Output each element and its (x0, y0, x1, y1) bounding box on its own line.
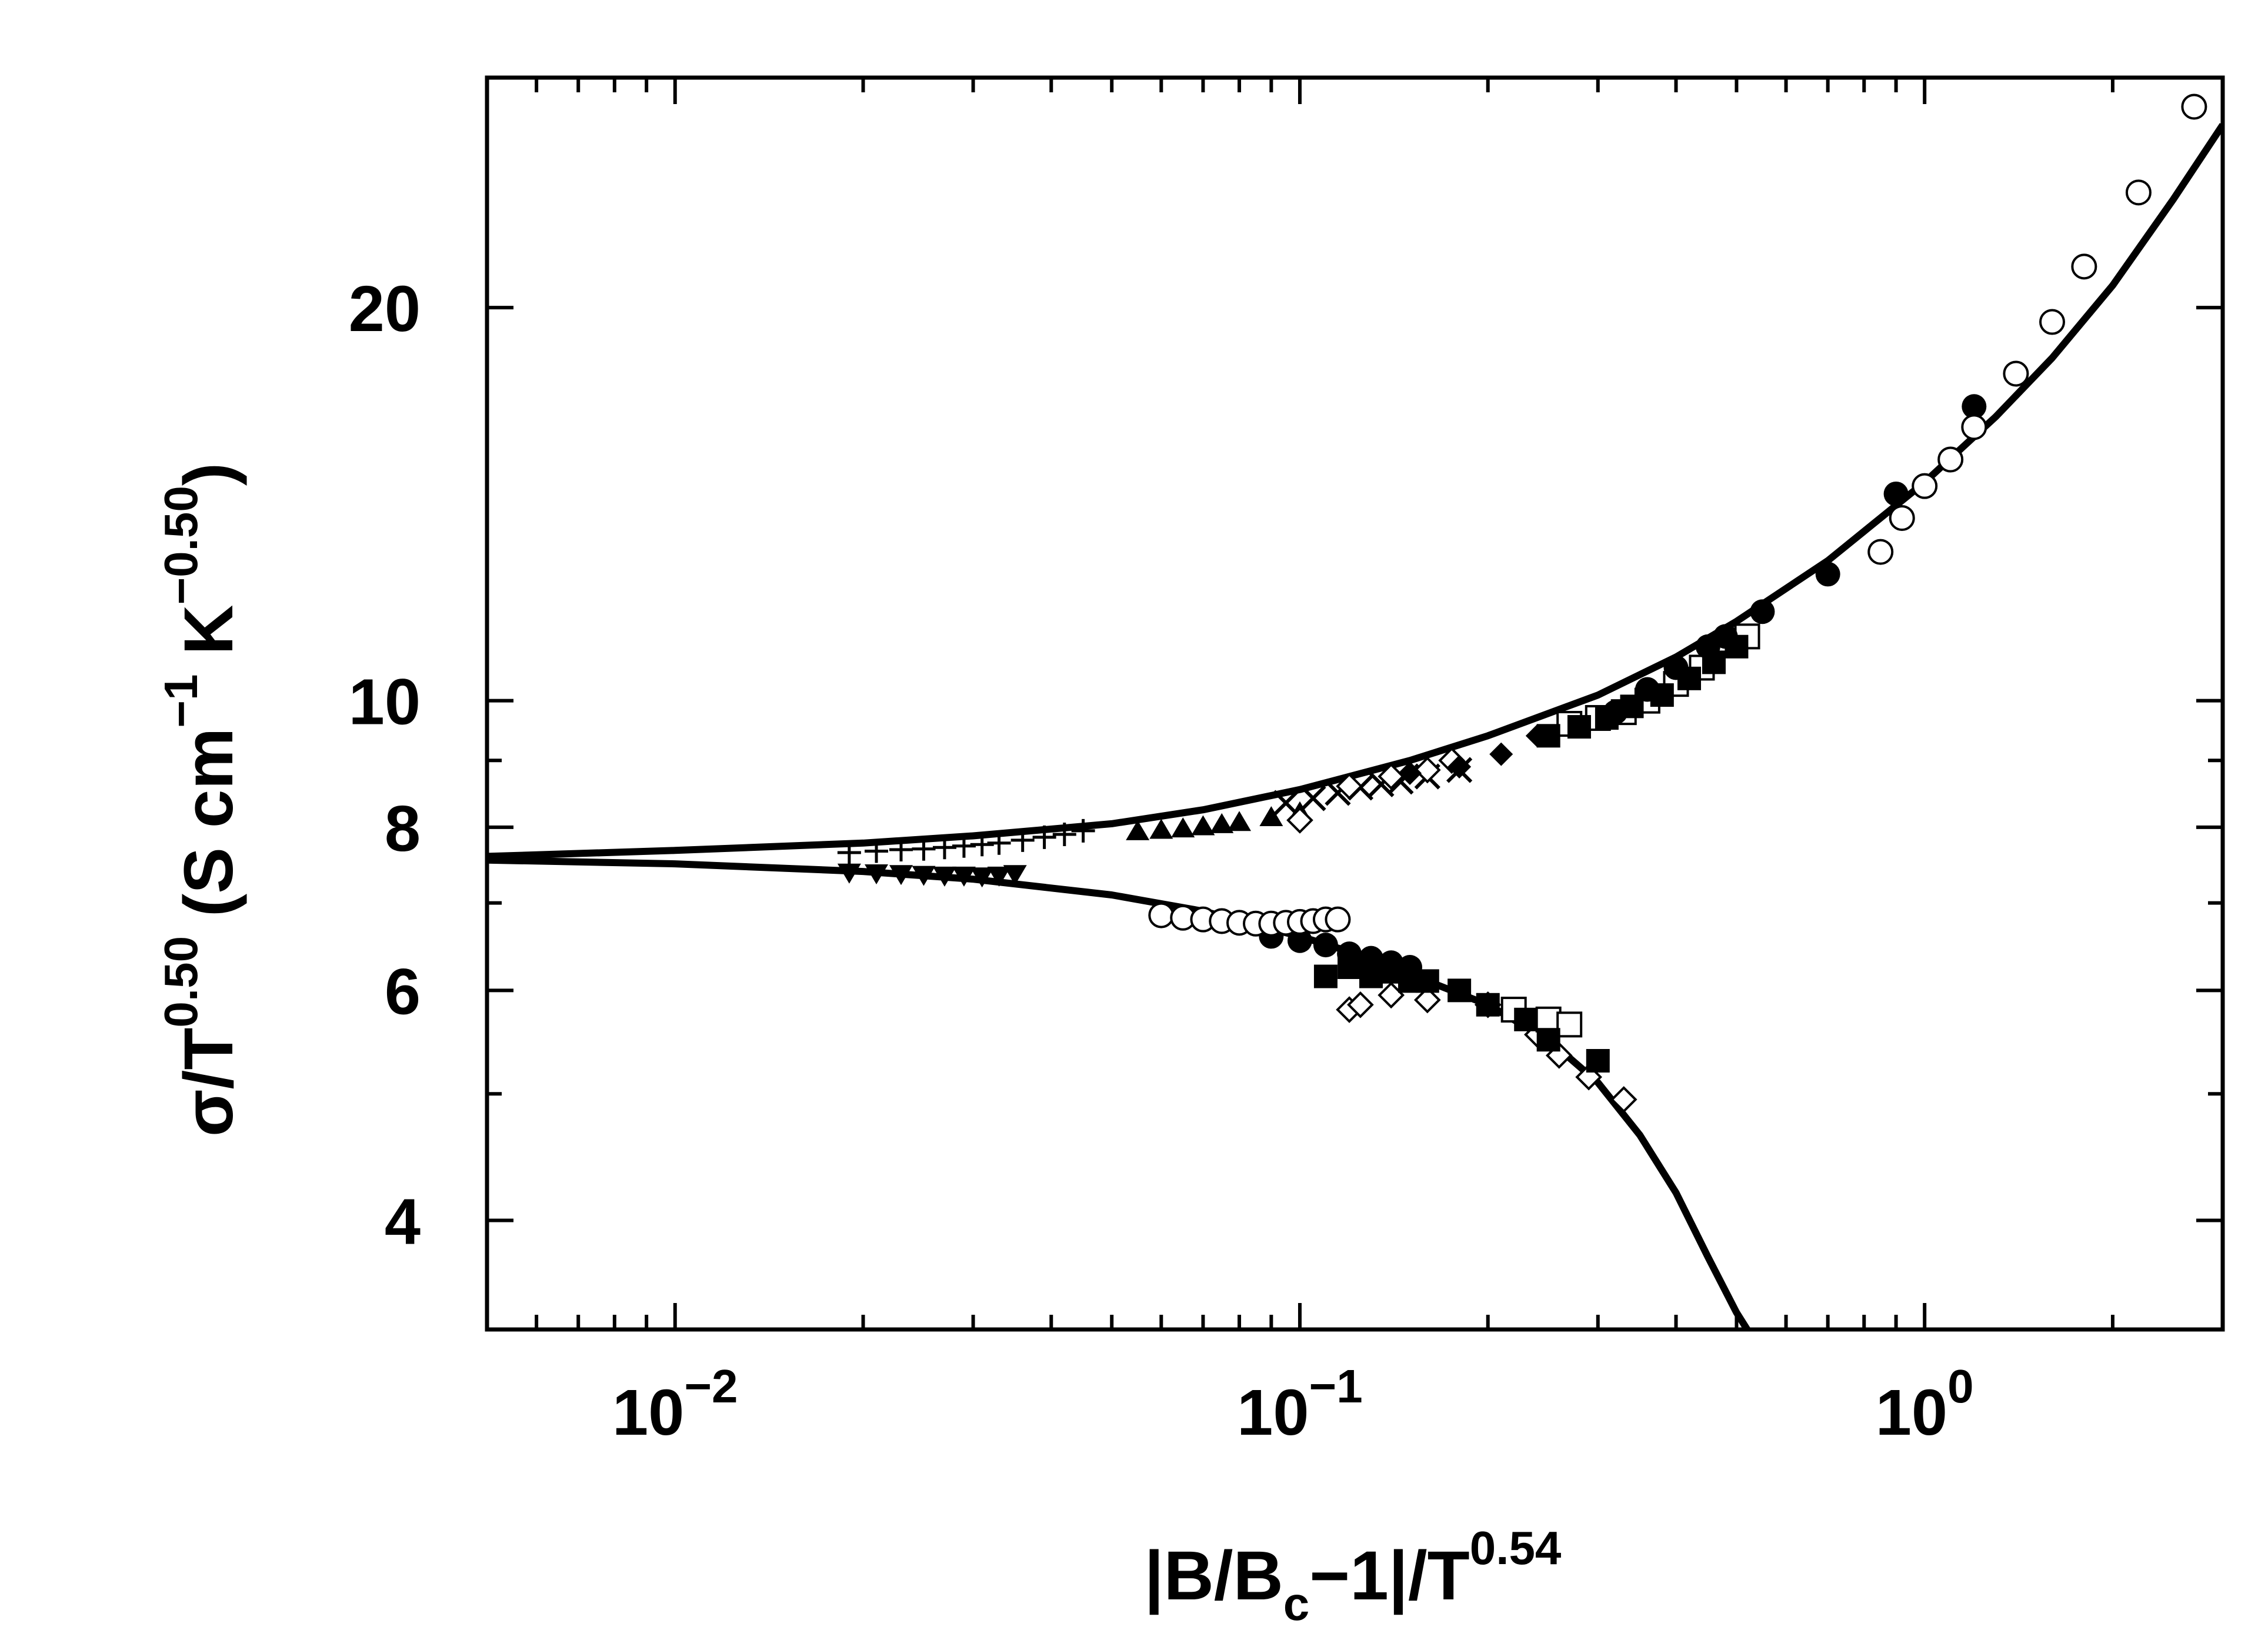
data-point-down-triangle (865, 864, 889, 884)
data-point-open-circle (1889, 505, 1915, 531)
y-tick-label-8: 8 (385, 793, 421, 865)
data-point-down-triangle (987, 866, 1011, 887)
data-point-filled-square (1476, 993, 1500, 1017)
data-point-open-diamond (1286, 807, 1313, 834)
data-point-filled-square (1313, 964, 1338, 988)
data-point-open-circle (2071, 253, 2097, 280)
x-tick-label-1: 10−2 (612, 1360, 738, 1449)
data-point-open-circle (2125, 179, 2152, 206)
data-point-filled-diamond (1447, 755, 1472, 779)
fit-curve-lower (487, 856, 1750, 1329)
data-point-filled-circle (1337, 941, 1362, 967)
axis-ticks (485, 76, 2224, 1329)
data-point-open-diamond (1413, 756, 1441, 784)
x-tick-label-3: 100 (1876, 1360, 1974, 1449)
data-point-down-triangle (970, 867, 994, 888)
y-tick-label-6: 6 (385, 956, 421, 1028)
data-point-open-circle (2039, 309, 2066, 335)
data-point-up-triangle (1228, 811, 1252, 831)
x-axis-title: |B/Bc−1|/T0.54 (1145, 1522, 1562, 1630)
data-point-plus (837, 841, 861, 865)
data-point-open-diamond (1336, 773, 1363, 800)
y-tick-label-4: 4 (385, 1185, 421, 1258)
data-point-plus (1052, 823, 1076, 847)
data-point-filled-square (1514, 1007, 1538, 1031)
data-point-open-square (1556, 1011, 1583, 1038)
data-point-plus (1032, 825, 1056, 849)
data-point-open-diamond (1347, 991, 1374, 1018)
data-point-filled-diamond (1398, 761, 1422, 785)
data-point-cross (1273, 790, 1299, 816)
data-point-plus (1071, 818, 1095, 843)
data-point-filled-square (1567, 715, 1591, 739)
x-tick-label-2: 10−1 (1237, 1360, 1363, 1449)
plot-frame (485, 75, 2225, 1332)
data-point-filled-square (1447, 978, 1472, 1003)
svg-text:10−1: 10−1 (1237, 1360, 1363, 1449)
data-point-filled-circle (1603, 700, 1628, 725)
data-point-filled-circle (1379, 950, 1404, 975)
data-point-down-triangle (912, 866, 936, 886)
data-point-filled-circle (1883, 481, 1909, 506)
data-point-open-circle (2181, 93, 2207, 120)
data-point-open-circle (2003, 360, 2029, 387)
y-tick-label-10: 10 (349, 666, 421, 739)
fit-curve-upper (487, 123, 2223, 860)
data-point-open-circle (1937, 446, 1964, 473)
data-points (837, 93, 2207, 1113)
data-point-down-triangle (932, 866, 956, 887)
data-point-up-triangle (1259, 806, 1283, 826)
data-point-cross (1300, 785, 1326, 811)
data-point-filled-circle (1750, 599, 1775, 624)
data-point-filled-square (1586, 1049, 1610, 1073)
data-point-plus (865, 839, 889, 863)
data-point-filled-square (1536, 1028, 1560, 1052)
data-point-open-diamond (1610, 1086, 1637, 1113)
data-point-filled-circle (1398, 954, 1423, 980)
data-point-down-triangle (952, 866, 976, 887)
data-point-up-triangle (1191, 815, 1215, 836)
data-point-open-circle (1867, 539, 1894, 565)
data-point-plus (987, 831, 1011, 855)
data-point-down-triangle (1003, 865, 1027, 886)
data-point-filled-circle (1713, 624, 1738, 649)
data-point-filled-circle (1663, 655, 1689, 680)
svg-text:100: 100 (1876, 1360, 1974, 1449)
data-point-up-triangle (1210, 813, 1234, 833)
data-point-filled-circle (1962, 394, 1987, 419)
data-point-open-circle (1912, 473, 1938, 499)
data-point-up-triangle (1126, 820, 1150, 840)
data-point-down-triangle (889, 865, 913, 886)
data-point-filled-diamond (1489, 742, 1513, 766)
svg-text:10−2: 10−2 (612, 1360, 738, 1449)
data-point-plus (889, 838, 913, 861)
data-point-open-circle (1325, 906, 1351, 933)
data-point-plus (912, 837, 936, 861)
data-point-open-circle (1148, 902, 1175, 928)
data-point-open-circle (1961, 414, 1987, 440)
y-tick-label-20: 20 (349, 273, 421, 345)
fit-curves (487, 123, 2223, 1329)
data-point-filled-circle (1815, 562, 1840, 587)
data-point-up-triangle (1171, 817, 1195, 838)
data-point-down-triangle (837, 863, 861, 884)
data-point-filled-circle (1635, 677, 1660, 702)
data-point-filled-circle (1313, 933, 1338, 958)
data-point-plus (1010, 828, 1035, 852)
data-point-filled-square (1536, 724, 1560, 748)
data-point-open-diamond (1413, 986, 1441, 1014)
y-axis-title: σ/T0.50 (S cm−1 K−0.50) (155, 463, 248, 1137)
data-point-filled-circle (1287, 928, 1312, 953)
data-point-filled-circle (1359, 946, 1384, 971)
data-point-up-triangle (1149, 818, 1173, 839)
